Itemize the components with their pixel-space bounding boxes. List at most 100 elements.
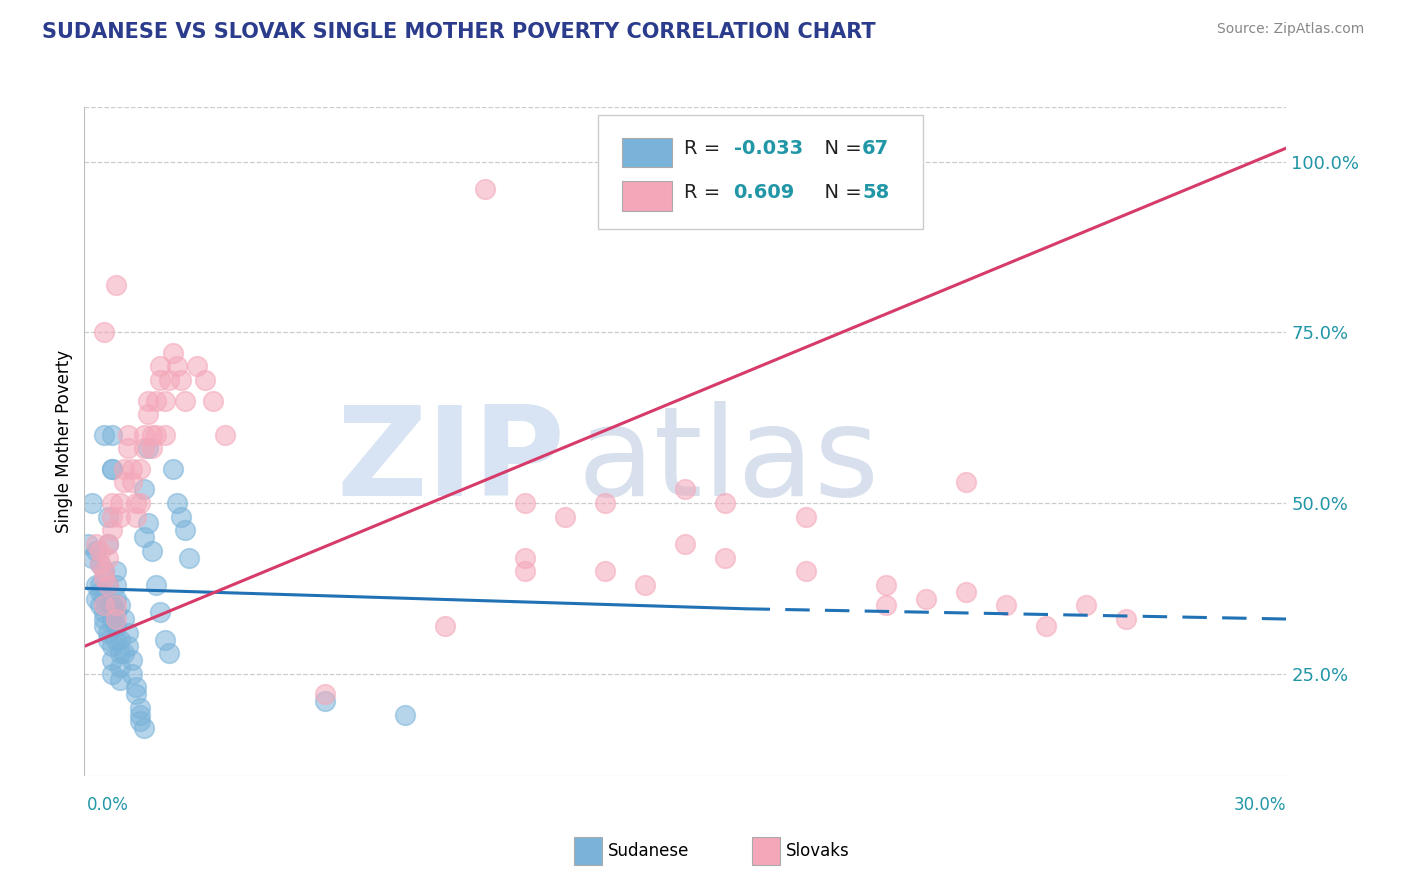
Point — [114, 646, 135, 660]
Point — [89, 558, 111, 572]
Point — [86, 578, 108, 592]
Point — [82, 496, 104, 510]
Point — [162, 462, 184, 476]
Point — [201, 393, 224, 408]
Point — [105, 277, 128, 292]
FancyBboxPatch shape — [621, 181, 672, 211]
Point — [110, 646, 132, 660]
Point — [93, 612, 115, 626]
Point — [714, 550, 737, 565]
Point — [114, 462, 135, 476]
Point — [82, 550, 104, 565]
Point — [145, 393, 167, 408]
Point — [794, 564, 817, 578]
Point — [105, 632, 128, 647]
Point — [114, 475, 135, 490]
Point — [105, 619, 128, 633]
Point — [157, 373, 180, 387]
Point — [101, 462, 124, 476]
Point — [125, 496, 148, 510]
Text: Source: ZipAtlas.com: Source: ZipAtlas.com — [1216, 22, 1364, 37]
Point — [101, 496, 124, 510]
Point — [314, 694, 336, 708]
Point — [1035, 619, 1057, 633]
Point — [86, 591, 108, 606]
Text: 0.609: 0.609 — [734, 183, 794, 202]
Point — [86, 537, 108, 551]
Point — [314, 687, 336, 701]
Point — [141, 442, 163, 456]
Point — [110, 660, 132, 674]
Text: Slovaks: Slovaks — [786, 842, 849, 860]
Point — [515, 564, 537, 578]
Point — [157, 646, 180, 660]
Point — [153, 427, 176, 442]
Text: 30.0%: 30.0% — [1234, 796, 1286, 814]
Point — [101, 653, 124, 667]
Point — [121, 653, 143, 667]
Point — [105, 578, 128, 592]
Point — [134, 721, 156, 735]
Point — [101, 427, 124, 442]
Text: N =: N = — [811, 183, 868, 202]
Point — [138, 442, 160, 456]
Point — [149, 359, 172, 374]
Point — [101, 666, 124, 681]
Point — [101, 509, 124, 524]
Point — [97, 550, 120, 565]
Point — [153, 632, 176, 647]
Point — [995, 599, 1018, 613]
Point — [141, 543, 163, 558]
Point — [141, 427, 163, 442]
Point — [110, 496, 132, 510]
Point — [89, 558, 111, 572]
Text: SUDANESE VS SLOVAK SINGLE MOTHER POVERTY CORRELATION CHART: SUDANESE VS SLOVAK SINGLE MOTHER POVERTY… — [42, 22, 876, 42]
Point — [101, 523, 124, 537]
Point — [105, 605, 128, 619]
Point — [97, 578, 120, 592]
Text: R =: R = — [685, 139, 727, 158]
Point — [634, 578, 657, 592]
Point — [101, 640, 124, 654]
Point — [125, 687, 148, 701]
Point — [121, 462, 143, 476]
Point — [955, 584, 977, 599]
Point — [194, 373, 217, 387]
Point — [105, 619, 128, 633]
Point — [101, 462, 124, 476]
Point — [214, 427, 236, 442]
Point — [474, 182, 496, 196]
Point — [138, 407, 160, 421]
Text: R =: R = — [685, 183, 727, 202]
Point — [134, 483, 156, 497]
Text: -0.033: -0.033 — [734, 139, 803, 158]
Point — [166, 359, 188, 374]
Point — [105, 599, 128, 613]
Point — [97, 578, 120, 592]
FancyBboxPatch shape — [621, 137, 672, 168]
Point — [89, 584, 111, 599]
Point — [105, 612, 128, 626]
Point — [129, 714, 152, 729]
Point — [77, 537, 100, 551]
Point — [434, 619, 457, 633]
Point — [105, 591, 128, 606]
Point — [97, 509, 120, 524]
Point — [169, 373, 191, 387]
Text: Sudanese: Sudanese — [607, 842, 689, 860]
Point — [153, 393, 176, 408]
Point — [125, 509, 148, 524]
Point — [117, 625, 139, 640]
Point — [1076, 599, 1098, 613]
Point — [515, 550, 537, 565]
Point — [134, 442, 156, 456]
Point — [145, 578, 167, 592]
Point — [125, 681, 148, 695]
Point — [515, 496, 537, 510]
Point — [794, 509, 817, 524]
Point — [93, 427, 115, 442]
Point — [169, 509, 191, 524]
Point — [145, 427, 167, 442]
Point — [875, 599, 897, 613]
Point — [129, 700, 152, 714]
